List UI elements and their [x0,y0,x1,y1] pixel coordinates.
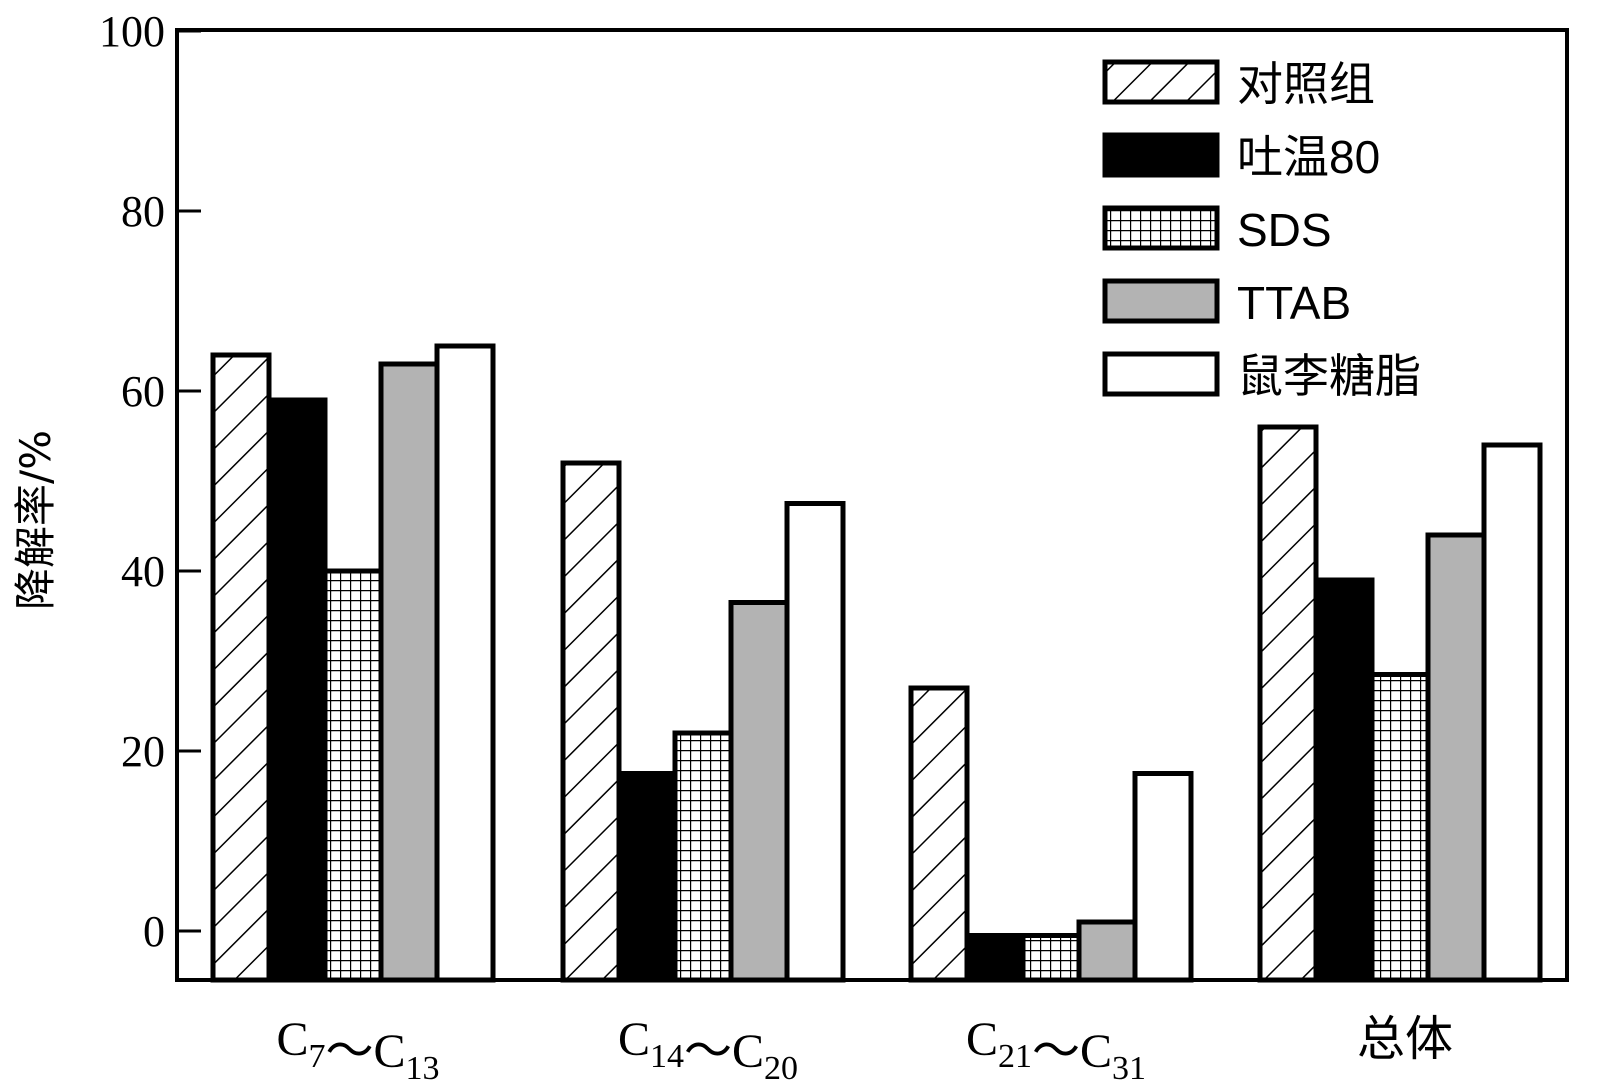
x-category-label: C14～C20 [618,1013,798,1085]
legend-item: 对照组 [1102,58,1375,110]
legend-swatch [1102,351,1220,397]
legend-item: SDS [1102,204,1332,256]
legend-item: 鼠李糖脂 [1102,350,1421,402]
legend-label: TTAB [1237,277,1351,329]
bar [1369,672,1431,983]
legend-item: 吐温80 [1102,131,1380,183]
bar [1481,442,1543,983]
x-category-label: C21～C31 [966,1013,1146,1085]
y-axis-title: 降解率/% [11,430,60,610]
x-axis-labels: C7～C13 C14～C20 C21～C31 总体 [276,1013,1453,1085]
legend-item: TTAB [1102,277,1351,329]
bar [1257,424,1319,983]
bar [434,343,496,983]
legend-label: SDS [1237,204,1332,256]
bar [616,771,678,983]
x-category-label: C7～C13 [276,1013,439,1085]
bar [378,361,440,983]
legend-label: 对照组 [1237,58,1375,110]
legend-swatch [1102,278,1220,324]
bar [1425,532,1487,983]
bar [560,460,622,983]
legend-label: 鼠李糖脂 [1237,350,1421,402]
x-category-label: 总体 [1357,1013,1453,1066]
bar-group [210,343,496,983]
legend-swatch [1102,205,1220,251]
bar [784,501,846,983]
y-tick-label: 40 [121,547,165,596]
y-axis-ticks: 0 20 40 60 80 100 [99,7,201,956]
bar [210,352,272,983]
plot-frame [175,28,1569,982]
legend-swatch [1102,132,1220,178]
y-tick-label: 100 [99,7,165,56]
bar [322,568,384,983]
bar [964,933,1026,983]
bar [1020,933,1082,983]
bar-group [908,685,1194,983]
y-tick-label: 80 [121,187,165,236]
bar [672,730,734,983]
bar [1132,771,1194,983]
bar [1313,577,1375,983]
legend-swatch [1102,59,1220,105]
legend-label: 吐温80 [1237,131,1380,183]
bar-group [1257,424,1543,983]
y-tick-label: 0 [143,907,165,956]
bar-groups [210,343,1543,983]
bar [728,600,790,983]
bar [1076,919,1138,983]
bar-group [560,460,846,983]
y-tick-label: 60 [121,367,165,416]
y-tick-label: 20 [121,727,165,776]
bar [266,397,328,983]
bar [908,685,970,983]
